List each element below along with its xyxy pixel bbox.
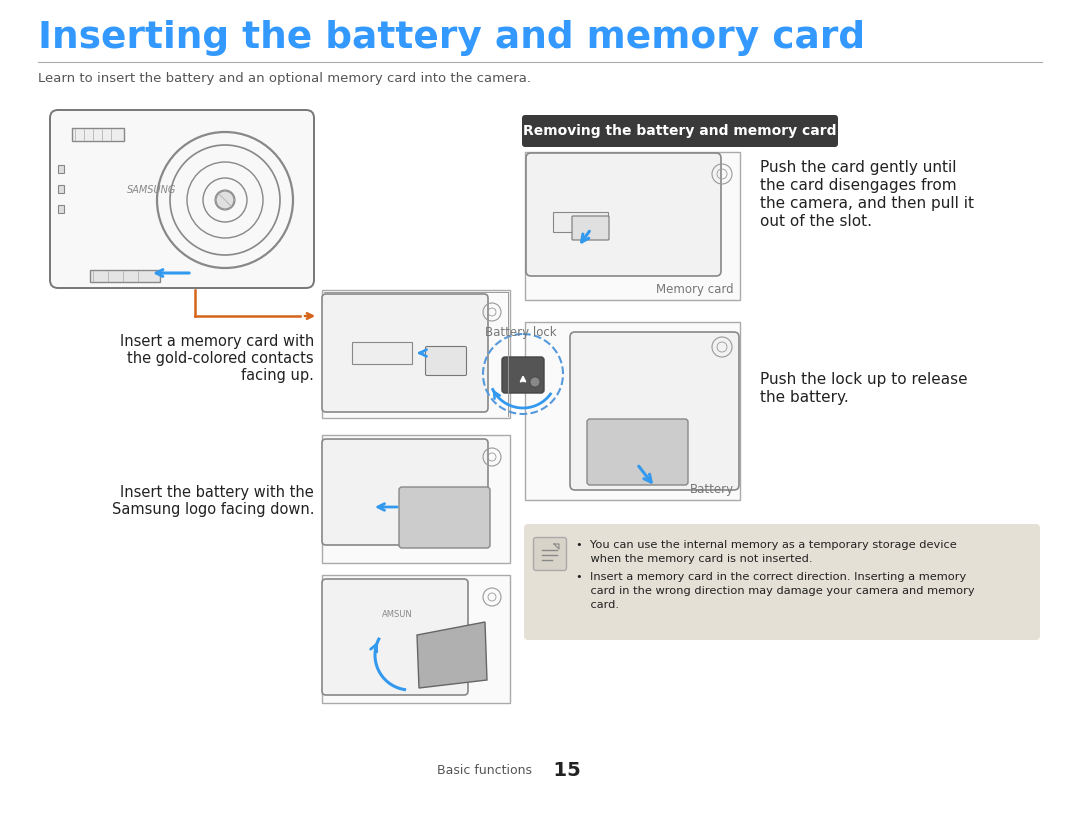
Text: AMSUN: AMSUN: [382, 610, 413, 619]
FancyBboxPatch shape: [572, 216, 609, 240]
Text: Insert the battery with the: Insert the battery with the: [120, 485, 314, 500]
FancyBboxPatch shape: [322, 579, 468, 695]
Text: Push the card gently until: Push the card gently until: [760, 160, 957, 175]
Text: card.: card.: [576, 600, 619, 610]
Bar: [58, 205, 64, 213]
Bar: [322, 575, 510, 703]
FancyBboxPatch shape: [50, 110, 314, 288]
Bar: [525, 322, 740, 500]
FancyBboxPatch shape: [399, 487, 490, 548]
Text: Battery lock: Battery lock: [485, 326, 556, 339]
Bar: [58, 165, 64, 173]
Text: the camera, and then pull it: the camera, and then pull it: [760, 196, 974, 211]
Text: Battery: Battery: [690, 483, 734, 496]
Text: 15: 15: [540, 760, 581, 779]
Bar: [322, 290, 510, 418]
Bar: [322, 435, 510, 563]
FancyBboxPatch shape: [534, 538, 567, 570]
FancyBboxPatch shape: [588, 419, 688, 485]
FancyBboxPatch shape: [570, 332, 739, 490]
Text: the gold-colored contacts: the gold-colored contacts: [127, 351, 314, 366]
Circle shape: [216, 191, 234, 209]
Text: Inserting the battery and memory card: Inserting the battery and memory card: [38, 20, 865, 56]
Text: Removing the battery and memory card: Removing the battery and memory card: [523, 124, 837, 138]
FancyBboxPatch shape: [322, 439, 488, 545]
Text: •  Insert a memory card in the correct direction. Inserting a memory: • Insert a memory card in the correct di…: [576, 572, 967, 582]
Text: the battery.: the battery.: [760, 390, 849, 405]
Text: Insert a memory card with: Insert a memory card with: [120, 334, 314, 349]
FancyBboxPatch shape: [426, 346, 467, 376]
Text: Push the lock up to release: Push the lock up to release: [760, 372, 968, 387]
Text: Samsung logo facing down.: Samsung logo facing down.: [111, 502, 314, 517]
Bar: [72, 128, 124, 141]
Bar: [90, 270, 160, 282]
Bar: [352, 342, 411, 364]
Text: SAMSUNG: SAMSUNG: [127, 185, 177, 195]
Text: •  You can use the internal memory as a temporary storage device: • You can use the internal memory as a t…: [576, 540, 957, 550]
Bar: [58, 185, 64, 193]
Text: facing up.: facing up.: [241, 368, 314, 383]
FancyBboxPatch shape: [502, 357, 544, 393]
Text: card in the wrong direction may damage your camera and memory: card in the wrong direction may damage y…: [576, 586, 974, 596]
Text: Memory card: Memory card: [657, 283, 734, 296]
Text: Basic functions: Basic functions: [437, 764, 540, 777]
FancyBboxPatch shape: [522, 115, 838, 147]
Bar: [553, 212, 608, 232]
Bar: [525, 152, 740, 300]
Text: when the memory card is not inserted.: when the memory card is not inserted.: [576, 554, 812, 564]
Text: out of the slot.: out of the slot.: [760, 214, 872, 229]
FancyBboxPatch shape: [524, 524, 1040, 640]
Text: Learn to insert the battery and an optional memory card into the camera.: Learn to insert the battery and an optio…: [38, 72, 531, 85]
FancyBboxPatch shape: [526, 153, 721, 276]
Circle shape: [530, 377, 540, 387]
Polygon shape: [417, 622, 487, 688]
Text: the card disengages from: the card disengages from: [760, 178, 957, 193]
FancyBboxPatch shape: [322, 294, 488, 412]
